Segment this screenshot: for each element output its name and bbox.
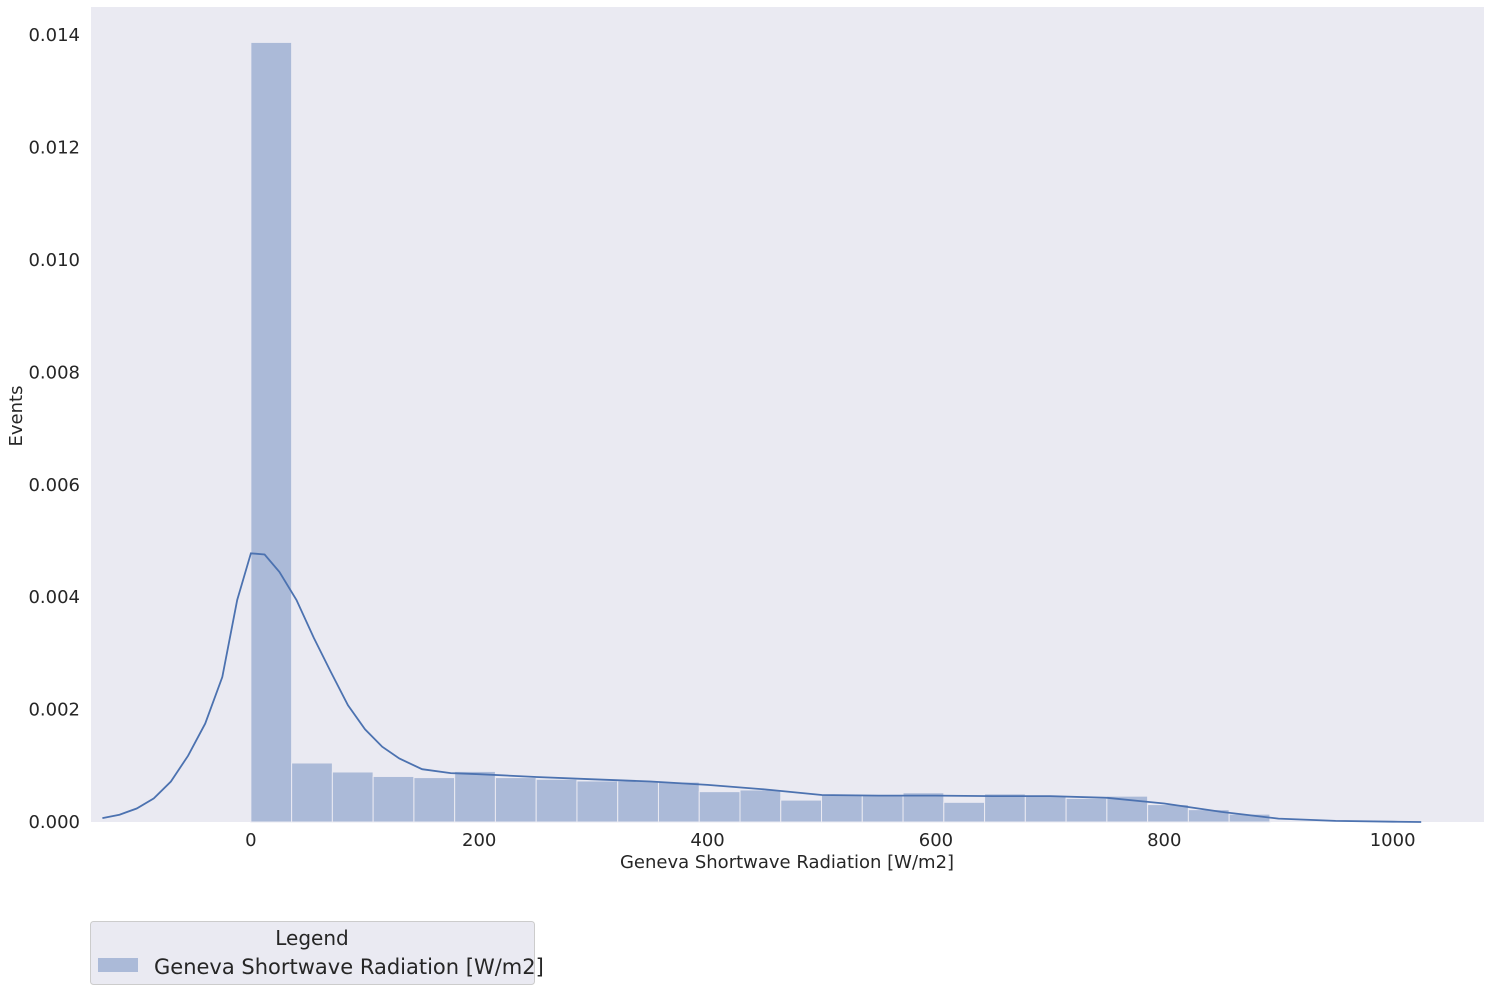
histogram-bar bbox=[902, 792, 945, 823]
histogram-bar bbox=[413, 777, 456, 823]
kde-curve bbox=[102, 552, 1422, 823]
x-tick-label: 200 bbox=[462, 830, 496, 851]
x-tick-label: 400 bbox=[690, 830, 724, 851]
y-tick-label: 0.002 bbox=[28, 700, 80, 721]
x-axis-ticks: 0 200 400 600 800 1000 bbox=[245, 830, 1415, 851]
histogram-bar bbox=[372, 775, 415, 823]
histogram-bar bbox=[698, 791, 741, 823]
histogram-bar bbox=[291, 762, 333, 823]
x-tick-label: 0 bbox=[245, 830, 256, 851]
y-tick-label: 0.010 bbox=[28, 250, 80, 271]
histogram-bars bbox=[250, 41, 1271, 823]
y-tick-label: 0.006 bbox=[28, 475, 80, 496]
y-tick-label: 0.008 bbox=[28, 362, 80, 383]
histogram-bar bbox=[657, 781, 700, 823]
y-tick-label: 0.014 bbox=[28, 25, 80, 46]
histogram-bar bbox=[739, 789, 782, 823]
legend: Legend Geneva Shortwave Radiation [W/m2] bbox=[90, 921, 544, 985]
histogram-bar bbox=[1147, 804, 1189, 823]
histogram-bar bbox=[576, 780, 619, 823]
histogram-bar bbox=[494, 777, 537, 823]
legend-frame bbox=[90, 921, 535, 985]
legend-title: Legend bbox=[275, 926, 348, 950]
y-tick-label: 0.012 bbox=[28, 138, 80, 159]
y-axis-label: Events bbox=[6, 386, 27, 447]
x-tick-label: 1000 bbox=[1370, 830, 1416, 851]
y-tick-label: 0.000 bbox=[28, 812, 80, 833]
histogram-bar bbox=[454, 770, 496, 823]
x-tick-label: 600 bbox=[919, 830, 953, 851]
histogram-bar bbox=[780, 799, 823, 823]
histogram-bar bbox=[1024, 795, 1067, 823]
histogram-bar bbox=[984, 793, 1026, 823]
histogram-bar bbox=[821, 794, 863, 823]
y-tick-label: 0.004 bbox=[28, 587, 80, 608]
histogram-bar bbox=[331, 771, 374, 823]
x-axis-label: Geneva Shortwave Radiation [W/m2] bbox=[620, 852, 954, 873]
histogram-bar bbox=[250, 41, 293, 823]
legend-swatch bbox=[98, 958, 138, 972]
histogram-bar bbox=[1065, 797, 1108, 823]
histogram-bar bbox=[861, 794, 904, 823]
y-axis-ticks: 0.000 0.002 0.004 0.006 0.008 0.010 0.012 0.014 bbox=[28, 25, 80, 833]
x-tick-label: 800 bbox=[1147, 830, 1181, 851]
plot-background bbox=[91, 7, 1484, 822]
legend-entry-label: Geneva Shortwave Radiation [W/m2] bbox=[154, 955, 544, 979]
histogram-bar bbox=[617, 780, 659, 823]
histogram-bar bbox=[535, 778, 578, 823]
histogram-bar bbox=[943, 801, 986, 823]
